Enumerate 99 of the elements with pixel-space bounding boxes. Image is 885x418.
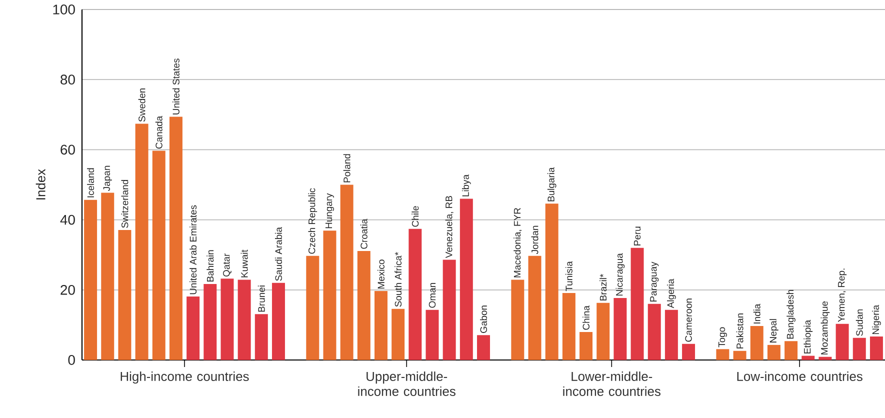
x-tick-label: South Africa* xyxy=(394,252,402,307)
bar xyxy=(477,335,490,360)
bar xyxy=(528,256,542,360)
x-tick-label: Tunisia xyxy=(565,261,572,292)
bar xyxy=(306,256,320,360)
x-tick-label: Japan xyxy=(103,166,112,191)
bar xyxy=(204,284,217,360)
x-tick-label: Qatar xyxy=(223,253,232,277)
x-tick-label: Croatia xyxy=(360,218,368,249)
x-tick-label: Hungary xyxy=(325,193,334,228)
bar xyxy=(426,310,439,360)
x-tick-label: Brazil* xyxy=(600,274,607,300)
y-axis-title: Index xyxy=(36,169,46,200)
bar xyxy=(272,282,285,360)
x-tick-label: Bahrain xyxy=(206,250,214,282)
text: Lower-middle-income countries xyxy=(563,372,660,396)
bar xyxy=(630,248,644,360)
bar xyxy=(767,344,780,360)
x-tick-label: Sudan xyxy=(856,309,863,336)
x-tick-label: Jordan xyxy=(531,226,538,254)
x-tick-label: Algeria xyxy=(667,278,676,308)
bar xyxy=(818,356,832,360)
x-tick-label: Yemen, Rep. xyxy=(838,268,847,322)
x-tick-label: Oman xyxy=(428,283,436,308)
text: Upper-middle-income countries xyxy=(358,372,456,396)
bar xyxy=(442,260,456,360)
bar xyxy=(750,326,764,360)
bar xyxy=(614,298,627,360)
bar xyxy=(648,304,661,360)
y-tick-label: 60 xyxy=(60,144,75,155)
y-tick-label: 0 xyxy=(68,355,75,365)
bar xyxy=(784,341,798,360)
x-tick-label: China xyxy=(582,306,590,330)
x-tick-label: United Arab Emirates xyxy=(190,205,197,294)
x-tick-label: Cameroon xyxy=(685,298,692,342)
bar xyxy=(562,293,576,360)
bar xyxy=(340,184,354,360)
x-tick-label: United States xyxy=(172,58,180,114)
bar xyxy=(852,338,866,360)
bar xyxy=(836,324,849,360)
y-tick-label: 80 xyxy=(60,74,75,85)
bar xyxy=(220,278,234,360)
x-tick-label: Switzerland xyxy=(121,180,128,228)
x-tick-label: Mozambique xyxy=(820,301,830,354)
x-tick-label: Saudi Arabia xyxy=(275,227,282,281)
x-tick-label: Paraguay xyxy=(650,262,659,302)
x-tick-label: Mexico xyxy=(378,260,384,288)
x-tick-label: Togo xyxy=(718,327,727,348)
bar xyxy=(460,198,473,360)
x-tick-label: Pakistan xyxy=(736,314,744,348)
bar xyxy=(84,200,98,360)
bar xyxy=(545,204,558,360)
x-tick-label: Nicaragua xyxy=(616,253,625,296)
text: High-income countries xyxy=(120,372,249,384)
x-tick-label: Venezuela, RB xyxy=(445,196,454,258)
x-tick-label: Czech Republic xyxy=(308,188,318,254)
x-tick-label: Ethiopia xyxy=(804,320,813,354)
x-tick-label: Canada xyxy=(155,116,162,149)
bar xyxy=(802,356,815,360)
y-tick-label: 40 xyxy=(60,214,75,225)
bar xyxy=(580,332,593,360)
x-tick-label: Poland xyxy=(343,154,350,182)
bar xyxy=(152,150,166,360)
x-tick-label: Bangladesh xyxy=(786,290,796,339)
y-tick-label: 20 xyxy=(60,284,75,295)
bar xyxy=(323,230,336,360)
bar xyxy=(238,280,251,360)
bar xyxy=(716,349,730,360)
bar xyxy=(870,336,883,360)
bar xyxy=(118,230,132,360)
bar xyxy=(135,124,148,360)
bar xyxy=(186,296,200,360)
bar xyxy=(408,228,422,360)
x-tick-label: Iceland xyxy=(87,168,94,198)
y-tick-label: 100 xyxy=(53,4,75,14)
x-tick-label: Gabon xyxy=(480,306,487,333)
bar xyxy=(392,308,405,360)
x-tick-label: Libya xyxy=(462,174,471,196)
x-tick-label: Kuwait xyxy=(240,250,248,278)
bar xyxy=(511,280,524,360)
bar xyxy=(254,314,268,360)
bar xyxy=(596,302,610,360)
bar xyxy=(357,250,370,360)
x-tick-label: Sweden xyxy=(138,88,146,122)
bar xyxy=(664,310,678,360)
x-tick-label: Peru xyxy=(634,226,641,246)
bar xyxy=(733,350,746,360)
x-tick-label: Brunei xyxy=(258,286,265,312)
bar xyxy=(682,344,696,360)
x-tick-label: India xyxy=(753,304,760,324)
x-tick-label: Bulgaria xyxy=(547,167,556,202)
x-tick-label: Chile xyxy=(412,206,419,227)
text: Low-income countries xyxy=(737,372,862,382)
bar xyxy=(169,116,182,360)
x-tick-label: Nepal xyxy=(770,319,778,342)
x-tick-label: Nigeria xyxy=(872,304,881,334)
x-tick-label: Macedonia, FYR xyxy=(514,208,522,278)
bar xyxy=(374,290,388,360)
bar xyxy=(101,192,114,360)
